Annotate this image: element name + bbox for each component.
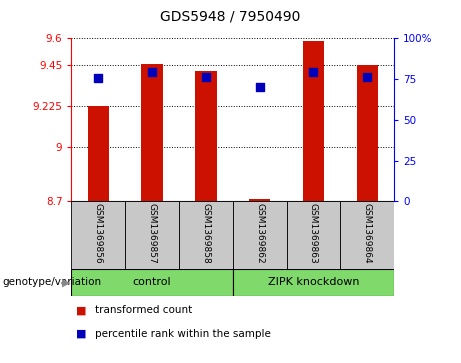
Text: genotype/variation: genotype/variation [2, 277, 101, 287]
Text: percentile rank within the sample: percentile rank within the sample [95, 329, 271, 339]
Text: GSM1369856: GSM1369856 [94, 204, 103, 264]
Point [148, 69, 156, 74]
Bar [249, 199, 271, 201]
Text: GSM1369857: GSM1369857 [148, 204, 157, 264]
Point [202, 74, 210, 80]
Bar [340, 201, 394, 269]
Point [310, 69, 317, 74]
Bar [71, 269, 233, 296]
Text: control: control [133, 277, 171, 287]
Point [95, 75, 102, 81]
Bar [195, 71, 217, 201]
Bar [303, 41, 324, 201]
Text: ■: ■ [76, 329, 87, 339]
Bar [356, 65, 378, 201]
Text: GSM1369862: GSM1369862 [255, 204, 264, 264]
Bar [88, 106, 109, 201]
Text: ZIPK knockdown: ZIPK knockdown [268, 277, 359, 287]
Bar [142, 64, 163, 201]
Bar [233, 201, 287, 269]
Bar [287, 201, 340, 269]
Bar [233, 269, 394, 296]
Bar [179, 201, 233, 269]
Text: GSM1369864: GSM1369864 [363, 204, 372, 264]
Text: GSM1369858: GSM1369858 [201, 204, 210, 264]
Text: ■: ■ [76, 305, 87, 315]
Text: GDS5948 / 7950490: GDS5948 / 7950490 [160, 9, 301, 23]
Bar [125, 201, 179, 269]
Text: transformed count: transformed count [95, 305, 192, 315]
Point [256, 84, 263, 90]
Text: GSM1369863: GSM1369863 [309, 204, 318, 264]
Bar [71, 201, 125, 269]
Point [364, 74, 371, 80]
Text: ▶: ▶ [62, 277, 71, 287]
